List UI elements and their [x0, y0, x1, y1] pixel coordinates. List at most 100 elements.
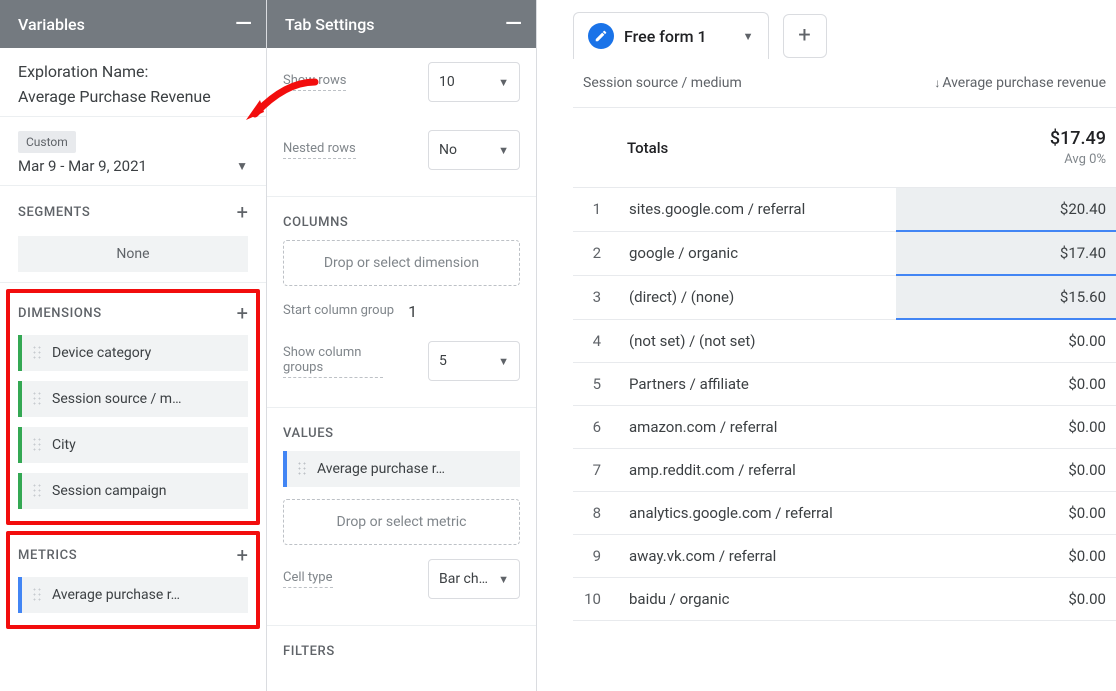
dimension-chip-label: Device category [52, 345, 151, 361]
nested-rows-label: Nested rows [283, 141, 356, 159]
metrics-highlight: METRICS + Average purchase r… [6, 531, 260, 629]
tab-name: Free form 1 [624, 27, 707, 46]
table-row[interactable]: 9away.vk.com / referral$0.00 [573, 535, 1116, 578]
show-col-groups-label: Show column groups [283, 345, 383, 378]
nested-rows-select[interactable]: No ▼ [428, 130, 520, 170]
report-area: Free form 1 ▼ + Session source / medium … [537, 0, 1116, 691]
row-dimension: Partners / affiliate [619, 363, 896, 406]
table-row[interactable]: 5Partners / affiliate$0.00 [573, 363, 1116, 406]
segments-title: SEGMENTS [18, 205, 90, 220]
filters-title: FILTERS [267, 626, 536, 669]
row-dimension: (direct) / (none) [619, 275, 896, 319]
table-row[interactable]: 1sites.google.com / referral$20.40 [573, 188, 1116, 232]
chevron-down-icon: ▼ [498, 573, 509, 586]
row-metric: $0.00 [896, 535, 1116, 578]
metric-chip-label: Average purchase r… [52, 587, 180, 603]
value-chip[interactable]: Average purchase r… [283, 451, 520, 487]
row-dimension: google / organic [619, 231, 896, 275]
grip-icon [32, 437, 42, 453]
date-range-section[interactable]: Custom Mar 9 - Mar 9, 2021 ▼ [0, 117, 266, 186]
add-metric-icon[interactable]: + [237, 543, 248, 567]
row-dimension: analytics.google.com / referral [619, 492, 896, 535]
values-title: VALUES [267, 408, 536, 451]
dimension-chip[interactable]: Device category [18, 335, 248, 371]
row-index: 5 [573, 363, 619, 406]
table-row[interactable]: 6amazon.com / referral$0.00 [573, 406, 1116, 449]
dimension-chip[interactable]: Session source / m… [18, 381, 248, 417]
row-index: 2 [573, 231, 619, 275]
table-row[interactable]: 2google / organic$17.40 [573, 231, 1116, 275]
totals-label: Totals [573, 108, 896, 188]
variables-header: Variables — [0, 0, 266, 48]
column-header-dimension[interactable]: Session source / medium [573, 59, 896, 108]
dimension-chip[interactable]: Session campaign [18, 473, 248, 509]
add-segment-icon[interactable]: + [237, 200, 248, 224]
row-index: 1 [573, 188, 619, 232]
row-metric: $0.00 [896, 449, 1116, 492]
table-row[interactable]: 8analytics.google.com / referral$0.00 [573, 492, 1116, 535]
show-rows-select[interactable]: 10 ▼ [428, 62, 520, 102]
exploration-name-section: Exploration Name: Average Purchase Reven… [0, 48, 266, 117]
collapse-variables-icon[interactable]: — [235, 12, 252, 37]
row-dimension: baidu / organic [619, 578, 896, 621]
chevron-down-icon: ▼ [498, 355, 509, 368]
row-index: 6 [573, 406, 619, 449]
nested-rows-value: No [439, 142, 457, 158]
row-index: 10 [573, 578, 619, 621]
sort-desc-icon: ↓ [934, 76, 940, 90]
report-table: Session source / medium ↓Average purchas… [573, 59, 1116, 621]
row-metric: $15.60 [896, 275, 1116, 319]
cell-type-select[interactable]: Bar ch… ▼ [428, 559, 520, 599]
row-index: 7 [573, 449, 619, 492]
dimensions-title: DIMENSIONS [18, 306, 102, 321]
tab-free-form-1[interactable]: Free form 1 ▼ [573, 12, 769, 59]
collapse-tab-settings-icon[interactable]: — [505, 12, 522, 37]
value-chip-label: Average purchase r… [317, 461, 445, 477]
start-col-value[interactable]: 1 [408, 302, 417, 321]
add-dimension-icon[interactable]: + [237, 301, 248, 325]
tab-settings-title: Tab Settings [285, 15, 375, 34]
cell-type-value: Bar ch… [439, 571, 488, 587]
row-dimension: amazon.com / referral [619, 406, 896, 449]
values-drop-area[interactable]: Drop or select metric [283, 499, 520, 545]
chevron-down-icon: ▼ [498, 144, 509, 157]
metric-chip[interactable]: Average purchase r… [18, 577, 248, 613]
show-rows-value: 10 [439, 74, 455, 90]
table-row[interactable]: 4(not set) / (not set)$0.00 [573, 319, 1116, 363]
add-tab-button[interactable]: + [783, 14, 827, 58]
table-row[interactable]: 7amp.reddit.com / referral$0.00 [573, 449, 1116, 492]
tab-settings-header: Tab Settings — [267, 0, 536, 48]
dimension-chip-label: City [52, 437, 76, 453]
show-col-groups-select[interactable]: 5 ▼ [428, 341, 520, 381]
row-metric: $17.40 [896, 231, 1116, 275]
row-metric: $0.00 [896, 363, 1116, 406]
grip-icon [32, 391, 42, 407]
variables-title: Variables [18, 15, 85, 34]
show-rows-label: Show rows [283, 73, 346, 91]
dimension-chip[interactable]: City [18, 427, 248, 463]
table-row[interactable]: 10baidu / organic$0.00 [573, 578, 1116, 621]
grip-icon [32, 483, 42, 499]
row-metric: $0.00 [896, 492, 1116, 535]
edit-tab-icon[interactable] [588, 23, 614, 49]
grip-icon [297, 461, 307, 477]
column-header-metric[interactable]: ↓Average purchase revenue [896, 59, 1116, 108]
segments-none[interactable]: None [18, 236, 248, 272]
columns-drop-area[interactable]: Drop or select dimension [283, 240, 520, 286]
exploration-name-label: Exploration Name: [18, 62, 248, 81]
dimension-chip-label: Session source / m… [52, 391, 181, 407]
dimensions-highlight: DIMENSIONS + Device category Session sour… [6, 289, 260, 525]
table-row[interactable]: 3(direct) / (none)$15.60 [573, 275, 1116, 319]
exploration-name-input[interactable]: Average Purchase Revenue [18, 87, 248, 106]
date-preset-chip: Custom [18, 131, 76, 153]
dimension-chip-label: Session campaign [52, 483, 166, 499]
tab-settings-panel: Tab Settings — Show rows 10 ▼ Nested row… [267, 0, 537, 691]
show-col-groups-value: 5 [439, 353, 447, 369]
chevron-down-icon[interactable]: ▼ [743, 30, 754, 43]
date-range-text: Mar 9 - Mar 9, 2021 [18, 157, 147, 175]
row-metric: $0.00 [896, 578, 1116, 621]
grip-icon [32, 587, 42, 603]
row-index: 8 [573, 492, 619, 535]
row-index: 3 [573, 275, 619, 319]
columns-title: COLUMNS [267, 197, 536, 240]
